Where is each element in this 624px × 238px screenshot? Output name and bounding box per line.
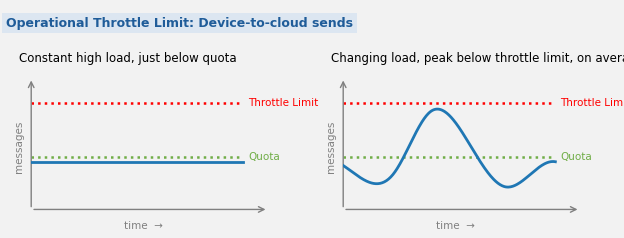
Text: Quota: Quota (248, 152, 280, 162)
Text: time  →: time → (436, 221, 475, 231)
Text: Quota: Quota (560, 152, 592, 162)
Text: Changing load, peak below throttle limit, on average below quota: Changing load, peak below throttle limit… (331, 52, 624, 65)
Text: Throttle Limit: Throttle Limit (248, 98, 319, 108)
Text: Constant high load, just below quota: Constant high load, just below quota (19, 52, 236, 65)
Text: time  →: time → (124, 221, 163, 231)
Text: messages: messages (326, 120, 336, 173)
Text: Operational Throttle Limit: Device-to-cloud sends: Operational Throttle Limit: Device-to-cl… (6, 17, 353, 30)
Text: Throttle Limit: Throttle Limit (560, 98, 624, 108)
Text: messages: messages (14, 120, 24, 173)
